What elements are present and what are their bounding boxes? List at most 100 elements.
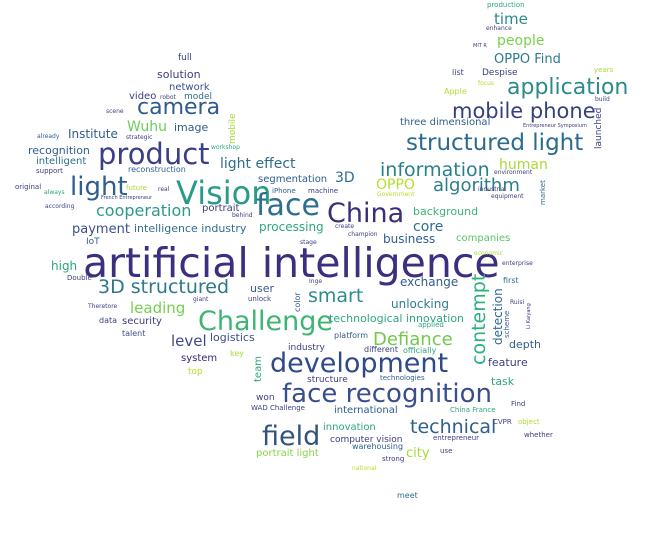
word-stage: stage bbox=[300, 239, 317, 246]
word-feature: feature bbox=[488, 356, 528, 369]
word-applied: applied bbox=[418, 321, 444, 329]
word-national: national bbox=[352, 465, 377, 472]
word-vision: Vision bbox=[176, 174, 272, 212]
word-meet: meet bbox=[397, 491, 418, 500]
word-already: already bbox=[37, 133, 60, 140]
word-international: international bbox=[334, 405, 398, 416]
word-light-effect: light effect bbox=[220, 156, 296, 172]
word-human: human bbox=[499, 157, 548, 173]
word-platform: platform bbox=[334, 331, 368, 340]
word-time: time bbox=[494, 10, 528, 28]
word-three-dimensional: three dimensional bbox=[400, 117, 491, 128]
word-full: full bbox=[178, 53, 192, 63]
word-model: model bbox=[184, 92, 213, 102]
word-french-entrepreneur: French Entrepreneur bbox=[101, 195, 153, 201]
word-core: core bbox=[413, 219, 444, 235]
word-years: years bbox=[594, 66, 614, 74]
word-warehousing: warehousing bbox=[352, 442, 404, 451]
word-government: Government bbox=[377, 191, 415, 198]
word-won: won bbox=[256, 393, 275, 403]
word-scene: scene bbox=[106, 108, 124, 115]
word-enhance: enhance bbox=[486, 25, 512, 32]
word-structured-light: structured light bbox=[406, 130, 584, 156]
word-mit-r: MIT R bbox=[473, 43, 487, 49]
word-camera: camera bbox=[137, 95, 221, 120]
word-giant: giant bbox=[193, 296, 209, 303]
word-exchange: exchange bbox=[400, 275, 459, 289]
word-oppo: OPPO bbox=[376, 177, 415, 193]
word-strategic: strategic bbox=[126, 134, 153, 141]
word-entrepreneur: entrepreneur bbox=[433, 434, 480, 442]
word-li-kaiyang: Li Kaiyang bbox=[526, 303, 532, 329]
word-market: market bbox=[539, 180, 547, 205]
word-environment: environment bbox=[494, 169, 533, 176]
word-production: production bbox=[487, 1, 525, 9]
word-3d-structured: 3D structured bbox=[98, 276, 230, 298]
word-wad-challenge: WAD Challenge bbox=[251, 404, 305, 412]
word-wuhu: Wuhu bbox=[127, 119, 167, 135]
word-3d: 3D bbox=[335, 170, 355, 186]
word-portrait: portrait bbox=[202, 203, 240, 214]
word-iot: IoT bbox=[86, 237, 100, 247]
word-according: according bbox=[45, 203, 75, 210]
word-defiance: Defiance bbox=[373, 329, 453, 350]
word-find: Find bbox=[511, 400, 526, 408]
word-build: build bbox=[595, 96, 610, 103]
word-double: Double bbox=[67, 274, 92, 282]
word-business: business bbox=[383, 232, 436, 246]
word-payment: payment bbox=[72, 222, 130, 237]
word-strong: strong bbox=[382, 455, 405, 463]
word-intelligence-industry: intelligence industry bbox=[134, 222, 247, 235]
word-apple: Apple bbox=[444, 87, 467, 96]
word-despise: Despise bbox=[482, 68, 518, 78]
word-city: city bbox=[406, 446, 430, 461]
word-equipment: equipment bbox=[491, 193, 524, 200]
word-video: video bbox=[129, 91, 157, 102]
word-image: image bbox=[174, 121, 209, 134]
word-security: security bbox=[122, 316, 162, 327]
word-light: light bbox=[70, 172, 128, 202]
word-list: list bbox=[452, 68, 464, 77]
word-user: user bbox=[250, 282, 274, 295]
word-team: team bbox=[253, 356, 264, 382]
word-technologies: technologies bbox=[380, 374, 425, 382]
word-create: create bbox=[335, 223, 355, 230]
word-different: different bbox=[364, 345, 398, 354]
word-structure: structure bbox=[307, 375, 348, 385]
word-first: first bbox=[503, 276, 519, 285]
word-logistics: logistics bbox=[210, 331, 255, 344]
word-technological-innovation: technological innovation bbox=[329, 312, 465, 325]
word-institute: Institute bbox=[68, 127, 118, 141]
word-talent: talent bbox=[122, 329, 146, 338]
word-support: support bbox=[36, 167, 63, 175]
word-machine: machine bbox=[308, 187, 339, 195]
word-future: future bbox=[126, 184, 148, 192]
word-entrepreneur-symposium: Entrepreneur Symposium bbox=[523, 123, 587, 129]
word-real: real bbox=[158, 186, 170, 193]
word-face: face bbox=[256, 188, 320, 223]
word-ruisi: Ruisi bbox=[510, 299, 525, 306]
word-color: color bbox=[293, 292, 302, 312]
word-object: object bbox=[518, 418, 540, 426]
word-industrial: industrial bbox=[478, 186, 507, 193]
word-solution: solution bbox=[157, 68, 201, 81]
word-launched: launched bbox=[594, 107, 604, 149]
word-champion: champion bbox=[348, 231, 378, 238]
word-behind: behind bbox=[232, 212, 253, 219]
word-data: data bbox=[99, 316, 118, 325]
word-enterprise: enterprise bbox=[502, 260, 533, 267]
word-always: always bbox=[44, 189, 65, 196]
word-inge: Inge bbox=[309, 278, 323, 285]
word-focus: focus bbox=[478, 80, 495, 87]
word-application: application bbox=[507, 75, 629, 100]
word-product: product bbox=[98, 137, 210, 171]
word-information: information bbox=[380, 159, 490, 181]
word-recognition: recognition bbox=[28, 144, 90, 157]
word-scheme: scheme bbox=[503, 310, 511, 338]
word-whether: whether bbox=[524, 431, 553, 439]
word-contempt: contempt bbox=[468, 273, 490, 365]
word-unlock: unlock bbox=[248, 295, 272, 303]
word-workshop: workshop bbox=[211, 144, 240, 151]
word-face-recognition: face recognition bbox=[282, 379, 492, 409]
word-artificial-intelligence: artificial intelligence bbox=[83, 239, 500, 287]
